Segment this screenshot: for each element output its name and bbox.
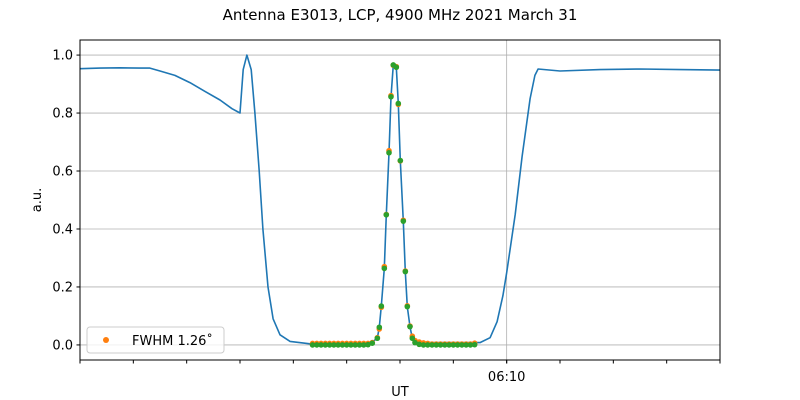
y-tick-label: 0.0 [52, 338, 73, 353]
data-point-series-2 [446, 342, 452, 348]
legend-marker [103, 337, 109, 343]
data-point-series-2 [400, 218, 407, 224]
data-point-series-2 [339, 342, 346, 348]
data-point-series-2 [376, 324, 383, 331]
data-point-series-2 [369, 340, 376, 346]
data-point-series-2 [420, 342, 427, 348]
y-tick-label: 0.4 [52, 222, 73, 237]
data-point-series-2 [407, 323, 413, 330]
legend: FWHM 1.26˚ [86, 326, 225, 354]
data-point-series-2 [437, 342, 444, 348]
data-point-series-2 [388, 94, 394, 100]
data-point-series-2 [318, 342, 324, 348]
data-point-series-2 [381, 265, 388, 272]
data-point-series-2 [360, 342, 367, 348]
data-point-series-2 [322, 342, 329, 348]
y-axis-label: a.u. [30, 188, 45, 212]
data-point-series-2 [378, 303, 385, 309]
data-point-series-2 [424, 342, 431, 348]
series-line [79, 54, 721, 345]
y-tick-label: 1.0 [52, 49, 73, 64]
data-point-series-2 [467, 342, 474, 348]
data-point-series-2 [309, 342, 316, 348]
data-point-series-2 [402, 268, 409, 275]
data-point-series-2 [450, 342, 457, 348]
data-point-series-2 [404, 303, 411, 310]
x-tick-label: 06:10 [488, 370, 525, 385]
data-point-series-2 [412, 339, 418, 346]
data-point-series-2 [356, 342, 363, 348]
data-point-series-2 [397, 157, 404, 164]
data-point-series-2 [343, 342, 350, 348]
y-tick-label: 0.8 [52, 107, 73, 122]
legend-box [86, 326, 225, 354]
plot-area [79, 54, 721, 348]
x-axis-label: UT [391, 385, 409, 400]
legend-label: FWHM 1.26˚ [132, 333, 213, 349]
ticks: 0.0 0.2 0.4 0.6 0.8 1.0 06:10 [52, 49, 721, 385]
data-point-series-2 [442, 342, 448, 348]
y-tick-label: 0.6 [52, 165, 73, 180]
data-point-series-2 [416, 341, 423, 348]
data-point-series-2 [314, 342, 320, 348]
data-point-series-2 [429, 342, 435, 348]
data-point-series-2 [348, 342, 354, 348]
chart-title: Antenna E3013, LCP, 4900 MHz 2021 March … [223, 6, 578, 24]
data-point-series-2 [433, 342, 440, 348]
data-point-series-2 [386, 149, 392, 156]
data-point-series-2 [393, 64, 400, 71]
data-point-series-2 [395, 100, 402, 107]
data-point-series-2 [409, 335, 416, 342]
data-point-series-2 [459, 342, 465, 348]
data-point-series-2 [463, 342, 469, 348]
data-point-series-2 [331, 342, 337, 348]
data-point-series-2 [326, 342, 333, 348]
data-point-series-2 [365, 341, 371, 348]
data-point-series-2 [383, 211, 390, 218]
data-point-series-2 [335, 342, 341, 348]
data-point-series-2 [454, 342, 461, 348]
data-point-series-2 [374, 335, 381, 342]
data-point-series-2 [471, 341, 478, 348]
y-tick-label: 0.2 [52, 280, 73, 295]
data-point-series-2 [352, 342, 359, 348]
